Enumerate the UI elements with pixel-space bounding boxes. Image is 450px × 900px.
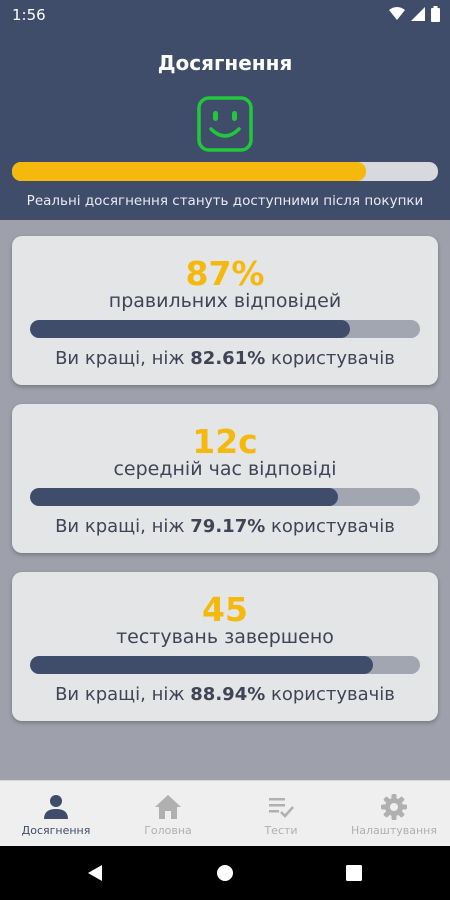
stat-comparison: Ви кращі, ніж 82.61% користувачів: [12, 348, 438, 369]
comparison-prefix: Ви кращі, ніж: [55, 684, 191, 705]
stat-progress-bar: [30, 488, 420, 506]
stat-label: правильних відповідей: [108, 290, 342, 312]
stat-card-correct-answers: 87% правильних відповідей Ви кращі, ніж …: [12, 236, 438, 385]
stat-value: 12с: [192, 422, 258, 461]
stat-label: тестувань завершено: [116, 626, 334, 648]
battery-icon: [431, 6, 440, 22]
signal-icon: [411, 7, 425, 21]
nav-home[interactable]: Головна: [112, 781, 224, 847]
stat-progress-fill: [30, 488, 339, 506]
person-icon: [44, 795, 68, 819]
home-icon: [155, 795, 181, 819]
home-circle-icon[interactable]: [216, 864, 234, 882]
android-nav-bar: [0, 846, 450, 900]
smiley-icon: [197, 96, 253, 152]
bottom-nav: Досягнення Головна Тести Налаштування: [0, 780, 450, 846]
status-bar: 1:56: [0, 0, 450, 30]
stats-content: 87% правильних відповідей Ви кращі, ніж …: [0, 220, 450, 780]
stat-progress-fill: [30, 320, 350, 338]
stat-progress-bar: [30, 320, 420, 338]
nav-label: Досягнення: [21, 824, 91, 837]
stat-progress-bar: [30, 656, 420, 674]
nav-label: Налаштування: [351, 824, 437, 837]
checklist-icon: [269, 798, 294, 818]
comparison-suffix: користувачів: [265, 516, 395, 537]
comparison-value: 88.94%: [190, 684, 266, 705]
nav-settings[interactable]: Налаштування: [338, 781, 450, 847]
recents-icon[interactable]: [346, 865, 362, 881]
comparison-suffix: користувачів: [265, 348, 395, 369]
comparison-prefix: Ви кращі, ніж: [55, 348, 191, 369]
achievement-progress-bar: [12, 162, 438, 181]
achievement-progress-fill: [12, 162, 366, 181]
nav-label: Головна: [144, 824, 192, 837]
stat-progress-fill: [30, 656, 374, 674]
stat-card-tests-completed: 45 тестувань завершено Ви кращі, ніж 88.…: [12, 572, 438, 721]
comparison-prefix: Ви кращі, ніж: [55, 516, 191, 537]
comparison-suffix: користувачів: [265, 684, 395, 705]
comparison-value: 82.61%: [190, 348, 266, 369]
stat-label: середній час відповіді: [113, 458, 337, 480]
back-icon[interactable]: [86, 864, 104, 882]
gear-icon: [381, 794, 407, 820]
status-time: 1:56: [12, 6, 46, 24]
stat-comparison: Ви кращі, ніж 88.94% користувачів: [12, 684, 438, 705]
comparison-value: 79.17%: [190, 516, 266, 537]
stat-value: 87%: [185, 254, 265, 293]
nav-achievements[interactable]: Досягнення: [0, 781, 112, 847]
page-title: Досягнення: [157, 51, 293, 75]
stat-value: 45: [202, 590, 248, 629]
wifi-icon: [389, 7, 405, 20]
stat-comparison: Ви кращі, ніж 79.17% користувачів: [12, 516, 438, 537]
status-icons: [389, 6, 440, 22]
header: Досягнення Реальні досягнення стануть до…: [0, 30, 450, 220]
nav-tests[interactable]: Тести: [225, 781, 337, 847]
nav-label: Тести: [264, 824, 298, 837]
stat-card-average-time: 12с середній час відповіді Ви кращі, ніж…: [12, 404, 438, 553]
purchase-note: Реальні досягнення стануть доступними пі…: [26, 193, 424, 209]
